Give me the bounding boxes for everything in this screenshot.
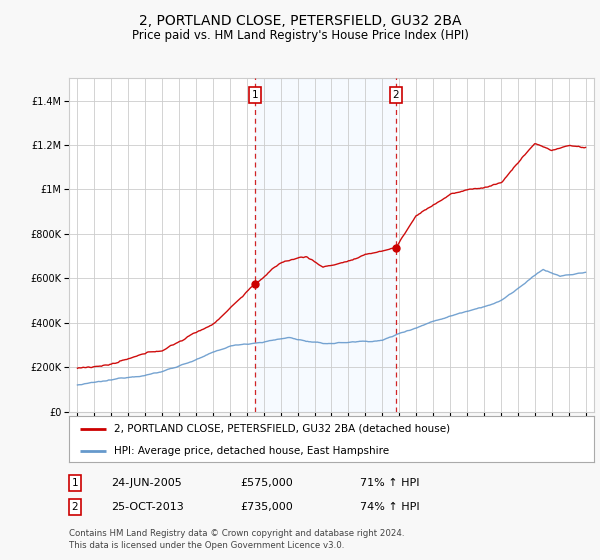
Text: 25-OCT-2013: 25-OCT-2013 [111, 502, 184, 512]
Text: £575,000: £575,000 [240, 478, 293, 488]
Text: 2, PORTLAND CLOSE, PETERSFIELD, GU32 2BA: 2, PORTLAND CLOSE, PETERSFIELD, GU32 2BA [139, 14, 461, 28]
Text: This data is licensed under the Open Government Licence v3.0.: This data is licensed under the Open Gov… [69, 541, 344, 550]
Text: 2: 2 [393, 90, 400, 100]
Text: £735,000: £735,000 [240, 502, 293, 512]
Text: HPI: Average price, detached house, East Hampshire: HPI: Average price, detached house, East… [113, 446, 389, 455]
Text: 2: 2 [71, 502, 79, 512]
Text: 1: 1 [251, 90, 258, 100]
Text: 24-JUN-2005: 24-JUN-2005 [111, 478, 182, 488]
Text: 71% ↑ HPI: 71% ↑ HPI [360, 478, 419, 488]
Text: Contains HM Land Registry data © Crown copyright and database right 2024.: Contains HM Land Registry data © Crown c… [69, 529, 404, 538]
Text: 74% ↑ HPI: 74% ↑ HPI [360, 502, 419, 512]
Bar [255, 78, 396, 412]
Text: 1: 1 [71, 478, 79, 488]
Text: Price paid vs. HM Land Registry's House Price Index (HPI): Price paid vs. HM Land Registry's House … [131, 29, 469, 42]
Text: 2, PORTLAND CLOSE, PETERSFIELD, GU32 2BA (detached house): 2, PORTLAND CLOSE, PETERSFIELD, GU32 2BA… [113, 424, 450, 434]
